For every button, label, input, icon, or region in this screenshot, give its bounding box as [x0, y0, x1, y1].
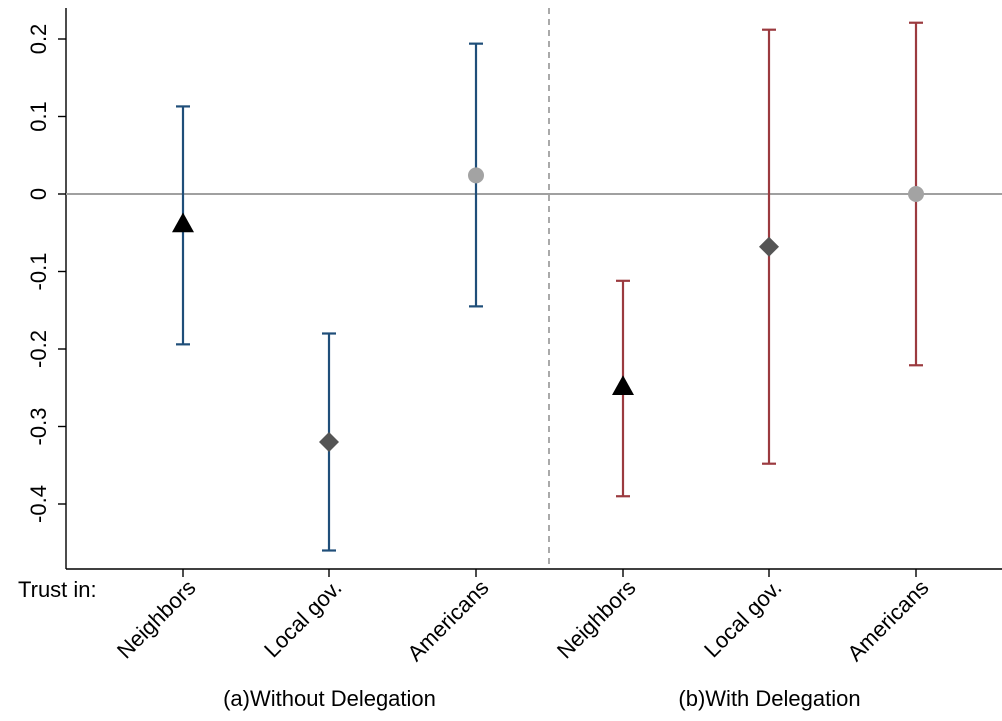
plot-area [66, 8, 1002, 569]
y-axis: 0.2 0.1 0 -0.1 -0.2 -0.3 -0.4 [26, 8, 1002, 570]
series-group-a [172, 42, 484, 552]
y-tick-label: -0.3 [26, 408, 51, 446]
x-axis-labels: Neighbors Local gov. Americans (a)Without D… [112, 569, 934, 711]
y-tick-label: -0.2 [26, 330, 51, 368]
y-tick-label: -0.1 [26, 253, 51, 291]
row-label-trust-in: Trust in: [18, 577, 97, 602]
category-label: Americans [842, 575, 933, 666]
category-label: Neighbors [112, 575, 201, 664]
y-tick-label: 0.1 [26, 101, 51, 132]
category-label: Local gov. [699, 575, 786, 662]
circle-marker [908, 186, 924, 202]
triangle-marker [172, 212, 194, 233]
circle-marker [468, 167, 484, 184]
category-label: Local gov. [259, 575, 346, 662]
series-group-b [612, 21, 924, 498]
y-tick-label: 0 [26, 188, 51, 200]
group-label-without-delegation: (a)Without Delegation [223, 686, 436, 711]
category-label: Neighbors [552, 575, 641, 664]
diamond-marker [319, 432, 339, 452]
y-tick-label: 0.2 [26, 24, 51, 55]
diamond-marker [759, 236, 779, 257]
y-tick-label: -0.4 [26, 485, 51, 523]
category-label: Americans [402, 575, 493, 666]
triangle-marker [612, 375, 634, 395]
group-label-with-delegation: (b)With Delegation [678, 686, 860, 711]
